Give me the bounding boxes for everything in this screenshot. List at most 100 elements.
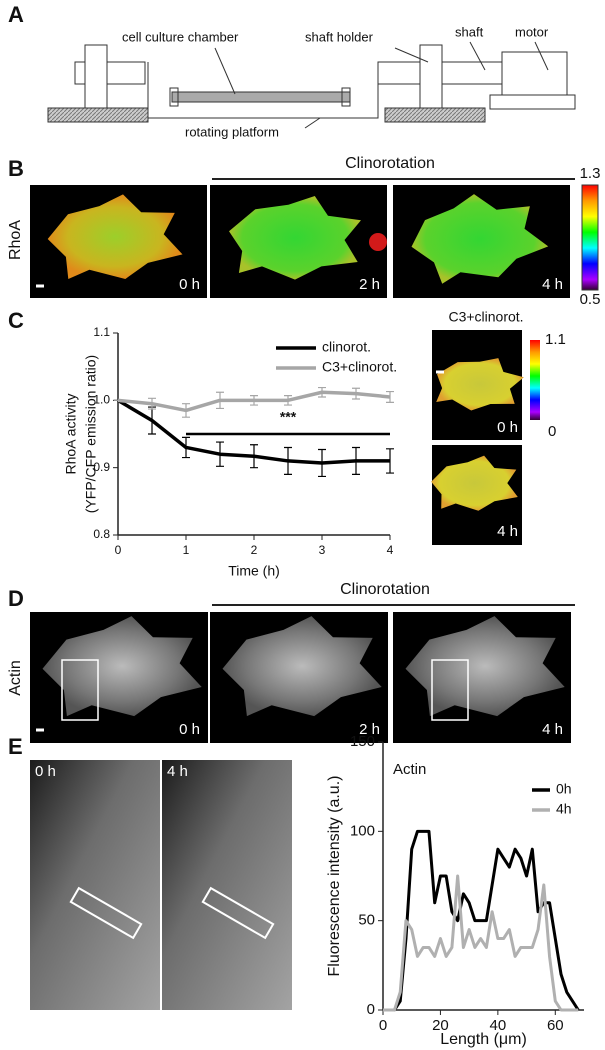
y-tick-label: 150 bbox=[350, 733, 375, 750]
y-tick-label: 50 bbox=[358, 912, 375, 929]
roi-box bbox=[61, 659, 99, 721]
colorbar-label: 0.5 bbox=[580, 291, 601, 308]
roi-box bbox=[201, 886, 275, 940]
row-label: Actin bbox=[7, 660, 24, 696]
x-tick-label: 2 bbox=[251, 543, 258, 557]
y-tick-label: 0.8 bbox=[93, 527, 110, 541]
leader bbox=[214, 47, 236, 95]
legend-label: clinorot. bbox=[322, 339, 371, 355]
legend-label: 4h bbox=[556, 801, 572, 817]
x-tick-label: 0 bbox=[115, 543, 122, 557]
error-bar bbox=[318, 386, 326, 398]
motor-base bbox=[489, 94, 576, 110]
panel-label: C bbox=[8, 308, 24, 333]
error-bar bbox=[182, 403, 190, 418]
colorbar bbox=[530, 340, 540, 420]
error-bar bbox=[148, 397, 156, 410]
time-label: 4 h bbox=[497, 523, 518, 540]
x-tick-label: 40 bbox=[490, 1017, 507, 1034]
panel-label: B bbox=[8, 156, 24, 181]
clip bbox=[169, 87, 179, 107]
panel-label: D bbox=[8, 586, 24, 611]
annotation: Actin bbox=[393, 761, 426, 778]
diagram-label: motor bbox=[515, 24, 549, 39]
colorbar-label: 1.3 bbox=[580, 165, 601, 182]
diagram: cell culture chamber shaft holder shaft … bbox=[47, 24, 576, 139]
time-label: 0 h bbox=[497, 419, 518, 436]
time-label: 4 h bbox=[542, 276, 563, 293]
y-tick-label: 1.0 bbox=[93, 393, 110, 407]
roi-box bbox=[431, 659, 469, 721]
time-label: 2 h bbox=[359, 721, 380, 738]
y-axis-label: Fluorescence intensity (a.u.) bbox=[326, 776, 343, 977]
error-bar bbox=[216, 391, 224, 410]
y-axis-label: (YFP/CFP emission ratio) bbox=[83, 355, 99, 513]
error-bar bbox=[250, 395, 258, 406]
diagram-label: shaft holder bbox=[305, 29, 374, 44]
series-line bbox=[383, 874, 579, 1012]
x-tick-label: 4 bbox=[387, 543, 394, 557]
cell bbox=[431, 455, 518, 511]
x-tick-label: 20 bbox=[432, 1017, 449, 1034]
y-tick-label: 0.9 bbox=[93, 460, 110, 474]
y-tick-label: 0 bbox=[367, 1001, 375, 1018]
panel-label: A bbox=[8, 2, 24, 27]
diagram-label: rotating platform bbox=[185, 124, 279, 139]
annotation: *** bbox=[280, 409, 297, 425]
panel-label: E bbox=[8, 734, 23, 759]
error-bar bbox=[386, 390, 394, 403]
y-axis-label: RhoA activity bbox=[63, 394, 79, 475]
diagram-label: cell culture chamber bbox=[122, 29, 239, 44]
error-bar bbox=[250, 444, 258, 469]
header: Clinorotation bbox=[340, 581, 430, 598]
x-tick-label: 3 bbox=[319, 543, 326, 557]
leader bbox=[304, 117, 321, 129]
y-tick-label: 100 bbox=[350, 822, 375, 839]
red-spot bbox=[369, 233, 387, 251]
time-label: 2 h bbox=[359, 276, 380, 293]
time-label: 4 h bbox=[167, 763, 188, 780]
cell bbox=[405, 616, 565, 717]
image-content bbox=[162, 760, 292, 1010]
colorbar-label: 0 bbox=[548, 423, 556, 440]
cell bbox=[42, 616, 202, 717]
x-tick-label: 1 bbox=[183, 543, 190, 557]
holder-left bbox=[84, 44, 108, 109]
x-tick-label: 60 bbox=[547, 1017, 564, 1034]
series-line bbox=[383, 829, 580, 1012]
cell bbox=[222, 616, 382, 717]
shaft-right bbox=[377, 61, 421, 85]
legend-label: C3+clinorot. bbox=[322, 359, 397, 375]
leader bbox=[469, 41, 486, 71]
colorbar bbox=[581, 184, 599, 291]
x-tick-label: 0 bbox=[379, 1017, 387, 1034]
chamber bbox=[171, 91, 351, 103]
time-label: 4 h bbox=[542, 721, 563, 738]
error-bar bbox=[318, 448, 326, 478]
cell bbox=[411, 194, 549, 284]
error-bar bbox=[182, 436, 190, 459]
leader bbox=[534, 41, 549, 71]
error-bar bbox=[284, 446, 292, 475]
error-bar bbox=[216, 441, 224, 467]
image-title: C3+clinorot. bbox=[448, 309, 523, 325]
time-label: 0 h bbox=[35, 763, 56, 780]
x-axis-label: Time (h) bbox=[228, 563, 280, 579]
cell bbox=[229, 196, 361, 280]
clip bbox=[341, 87, 351, 107]
colorbar-label: 1.1 bbox=[545, 331, 566, 348]
diagram-label: shaft bbox=[455, 24, 484, 39]
cell bbox=[436, 358, 524, 411]
y-tick-label: 1.1 bbox=[93, 325, 110, 339]
image-content bbox=[30, 760, 160, 1010]
leader bbox=[394, 47, 429, 63]
x-axis-label: Length (μm) bbox=[440, 1031, 527, 1048]
time-label: 0 h bbox=[179, 721, 200, 738]
error-bar bbox=[352, 387, 360, 400]
error-bar bbox=[352, 446, 360, 475]
ground-block bbox=[384, 107, 486, 123]
shaft bbox=[441, 61, 503, 85]
platform bbox=[147, 62, 379, 119]
error-bar bbox=[284, 395, 292, 406]
